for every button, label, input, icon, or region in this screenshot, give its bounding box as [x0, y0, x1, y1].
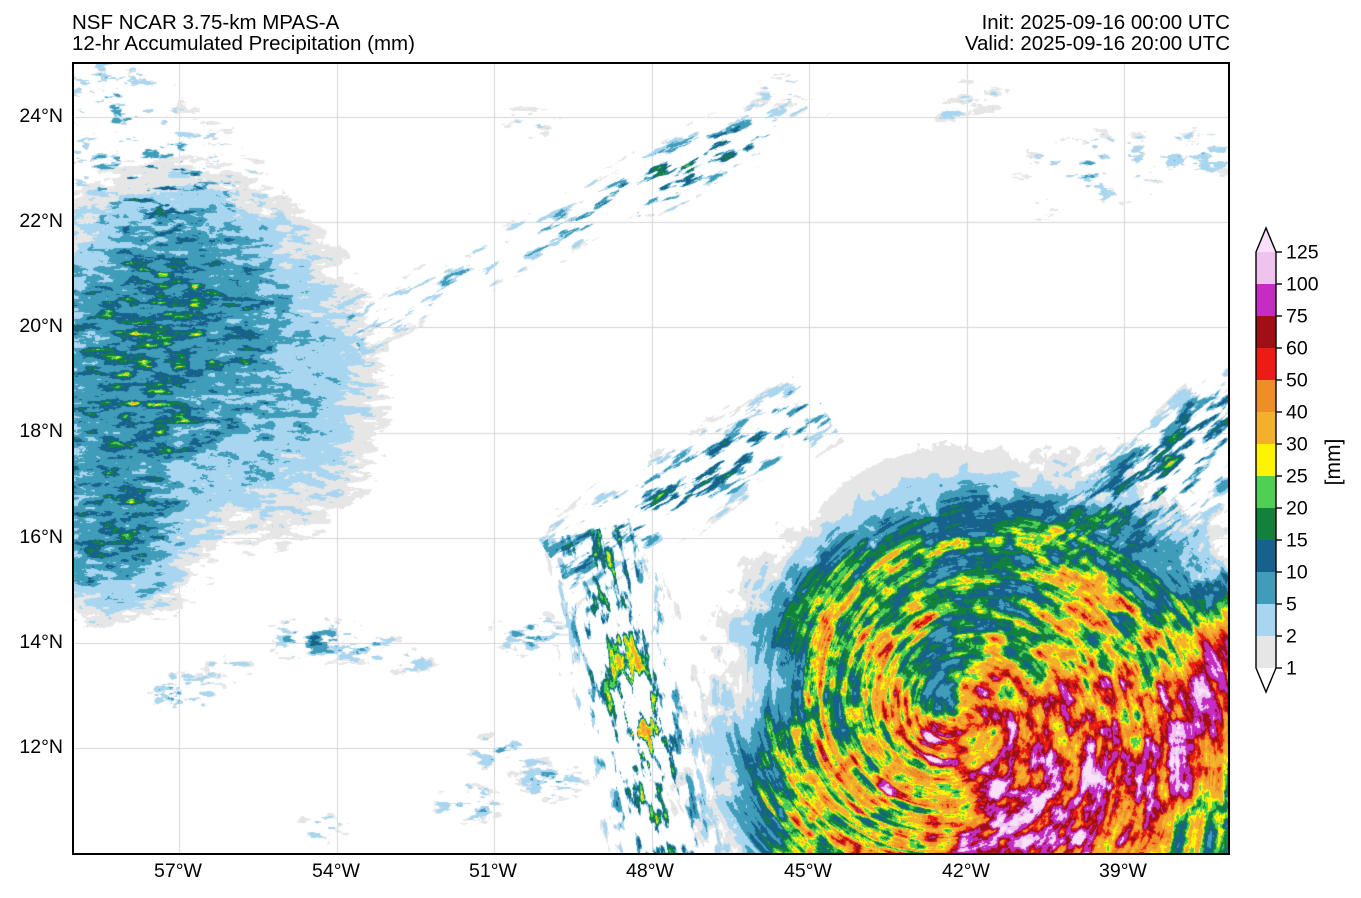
svg-text:25: 25 — [1286, 466, 1308, 488]
svg-text:125: 125 — [1286, 242, 1319, 264]
svg-text:60: 60 — [1286, 338, 1308, 360]
svg-text:50: 50 — [1286, 370, 1308, 392]
svg-text:30: 30 — [1286, 434, 1308, 456]
svg-text:[mm]: [mm] — [1322, 439, 1345, 486]
svg-text:20: 20 — [1286, 498, 1308, 520]
svg-text:2: 2 — [1286, 626, 1297, 648]
svg-text:75: 75 — [1286, 306, 1308, 328]
svg-text:100: 100 — [1286, 274, 1319, 296]
svg-text:40: 40 — [1286, 402, 1308, 424]
svg-text:15: 15 — [1286, 530, 1308, 552]
svg-text:10: 10 — [1286, 562, 1308, 584]
svg-text:1: 1 — [1286, 658, 1297, 680]
svg-text:5: 5 — [1286, 594, 1297, 616]
